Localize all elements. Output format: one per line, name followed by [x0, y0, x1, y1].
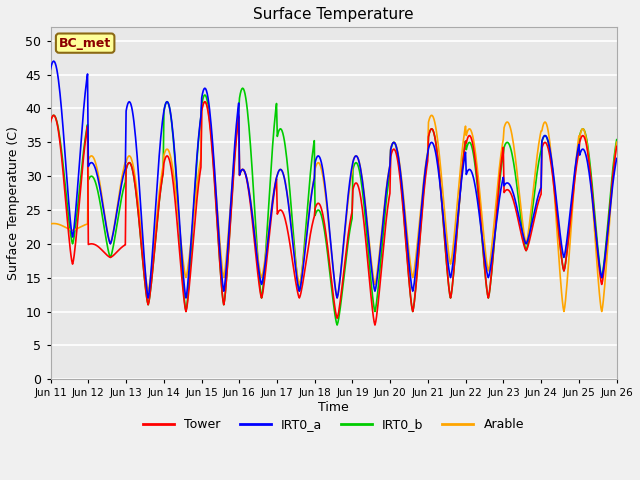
IRT0_b [115, 209, 123, 215]
IRT0_a [47, 67, 54, 72]
Text: BC_met: BC_met [59, 36, 111, 49]
Line: IRT0_a: IRT0_a [51, 61, 617, 298]
Tower [173, 213, 180, 219]
Arable [613, 139, 621, 145]
Arable [57, 222, 65, 228]
Tower [371, 322, 379, 328]
X-axis label: Time: Time [318, 401, 349, 414]
Arable [115, 192, 123, 198]
IRT0_b [404, 264, 412, 270]
Tower [613, 144, 621, 149]
IRT0_a [58, 107, 65, 113]
Arable [204, 104, 211, 109]
Arable [420, 177, 428, 182]
Line: Tower: Tower [51, 102, 617, 325]
IRT0_a [404, 250, 412, 255]
Title: Surface Temperature: Surface Temperature [253, 7, 414, 22]
Line: Arable: Arable [51, 102, 617, 312]
Tower [57, 146, 65, 152]
IRT0_a [50, 58, 58, 64]
Arable [201, 99, 209, 105]
Tower [201, 99, 209, 105]
Arable [173, 196, 180, 202]
Tower [47, 120, 54, 125]
IRT0_a [333, 295, 341, 301]
IRT0_b [333, 322, 341, 328]
IRT0_b [239, 85, 246, 91]
IRT0_a [116, 191, 124, 197]
IRT0_a [613, 156, 621, 161]
IRT0_a [173, 186, 181, 192]
Arable [403, 232, 411, 238]
IRT0_b [173, 180, 180, 185]
IRT0_b [57, 142, 65, 147]
IRT0_b [203, 95, 211, 100]
Tower [404, 266, 412, 272]
Tower [420, 183, 428, 189]
IRT0_b [47, 119, 54, 124]
IRT0_a [204, 91, 211, 96]
Y-axis label: Surface Temperature (C): Surface Temperature (C) [7, 126, 20, 280]
IRT0_b [420, 178, 428, 183]
IRT0_a [420, 173, 428, 179]
IRT0_b [613, 137, 621, 143]
Tower [204, 104, 211, 110]
Arable [47, 221, 54, 227]
Arable [598, 309, 605, 314]
Legend: Tower, IRT0_a, IRT0_b, Arable: Tower, IRT0_a, IRT0_b, Arable [138, 413, 529, 436]
Tower [115, 247, 123, 252]
Line: IRT0_b: IRT0_b [51, 88, 617, 325]
